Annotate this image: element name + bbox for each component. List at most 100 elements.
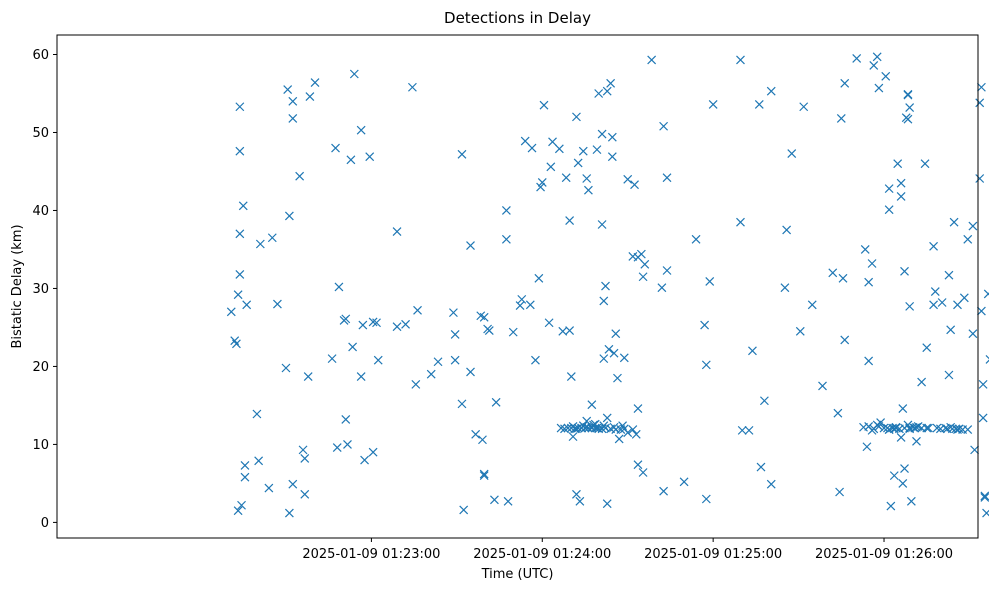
data-points xyxy=(226,52,989,518)
data-point xyxy=(807,300,817,310)
data-point xyxy=(544,318,554,328)
y-tick-label: 0 xyxy=(41,516,49,531)
data-point xyxy=(903,114,913,124)
data-point xyxy=(932,423,942,433)
y-tick-label: 40 xyxy=(32,204,49,219)
data-point xyxy=(240,461,250,470)
data-point xyxy=(594,89,604,98)
data-point xyxy=(638,468,648,477)
data-point xyxy=(949,217,959,227)
data-point xyxy=(288,96,298,106)
data-point xyxy=(457,399,467,409)
data-point xyxy=(975,98,985,108)
data-point xyxy=(959,293,969,303)
data-point xyxy=(946,325,956,335)
data-point xyxy=(896,192,906,201)
data-point xyxy=(281,363,291,373)
data-point xyxy=(407,82,417,92)
data-point xyxy=(503,496,513,506)
data-point xyxy=(334,282,344,292)
data-point xyxy=(479,471,489,481)
data-point xyxy=(295,171,305,181)
data-point xyxy=(985,354,989,364)
data-point xyxy=(238,201,248,211)
data-point xyxy=(766,479,776,489)
data-point xyxy=(401,319,411,329)
x-tick-label: 2025-01-09 01:25:00 xyxy=(644,547,782,562)
data-point xyxy=(300,454,310,463)
data-point xyxy=(905,424,915,434)
data-point xyxy=(708,99,718,109)
data-point xyxy=(583,185,593,195)
data-point xyxy=(327,354,337,364)
data-point xyxy=(490,495,499,505)
data-point xyxy=(978,379,988,389)
data-point xyxy=(611,329,621,339)
data-point xyxy=(331,143,340,153)
data-point xyxy=(748,346,757,356)
data-point xyxy=(954,424,964,434)
data-point xyxy=(980,491,989,501)
data-point xyxy=(872,52,882,62)
data-point xyxy=(893,159,903,169)
data-point xyxy=(607,132,617,142)
data-point xyxy=(339,315,349,325)
data-point xyxy=(659,121,669,131)
data-point xyxy=(975,174,985,183)
data-point xyxy=(647,55,657,65)
data-point xyxy=(864,277,874,287)
data-point xyxy=(884,205,894,215)
data-point xyxy=(884,184,894,194)
data-point xyxy=(983,289,989,299)
data-point xyxy=(963,234,973,244)
data-point xyxy=(573,423,583,433)
data-point xyxy=(613,373,622,383)
data-point xyxy=(392,322,402,332)
data-point xyxy=(930,287,940,296)
data-point xyxy=(501,234,511,244)
data-point xyxy=(900,266,909,276)
data-point xyxy=(448,308,458,318)
data-point xyxy=(782,225,792,235)
data-point xyxy=(450,330,460,339)
data-point xyxy=(602,499,612,509)
data-point xyxy=(537,177,547,187)
data-point xyxy=(348,342,358,352)
data-point xyxy=(906,496,916,506)
data-point xyxy=(284,508,294,518)
data-point xyxy=(479,312,489,322)
data-point xyxy=(937,298,947,307)
data-point xyxy=(267,233,277,243)
plot-area-frame xyxy=(56,34,979,539)
data-point xyxy=(638,272,648,282)
data-point xyxy=(691,234,701,244)
data-point xyxy=(636,249,646,259)
y-tick-label: 50 xyxy=(32,126,49,141)
data-point xyxy=(619,353,629,363)
data-point xyxy=(736,55,745,65)
y-tick-label: 20 xyxy=(32,360,49,375)
data-point xyxy=(578,421,588,431)
data-point xyxy=(565,216,575,226)
data-point xyxy=(501,206,511,215)
data-point xyxy=(640,259,650,269)
data-point xyxy=(237,500,246,510)
y-tick-label: 60 xyxy=(32,48,49,63)
data-point xyxy=(623,174,633,184)
data-point xyxy=(828,268,838,278)
data-point xyxy=(592,145,602,155)
data-point xyxy=(737,425,747,435)
data-point xyxy=(874,422,884,431)
data-point xyxy=(905,301,915,311)
data-point xyxy=(411,379,421,389)
data-point xyxy=(226,307,236,317)
data-point xyxy=(240,472,250,482)
data-point xyxy=(917,377,927,387)
chart-title: Detections in Delay xyxy=(444,9,591,27)
data-point xyxy=(679,477,689,487)
data-point xyxy=(968,221,978,231)
data-point xyxy=(840,78,850,88)
data-point xyxy=(561,173,571,183)
data-point xyxy=(582,416,592,426)
data-point xyxy=(601,281,610,291)
